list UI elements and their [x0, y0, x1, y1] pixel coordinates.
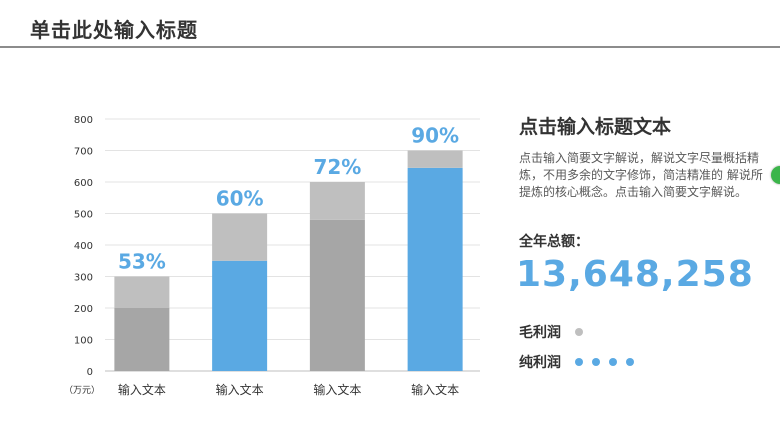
y-tick-label: 400 — [74, 241, 93, 252]
slide-title: 单击此处输入标题 — [30, 18, 198, 42]
legend-net-profit: 纯利润 — [519, 352, 643, 372]
legend-gross-profit: 毛利润 — [519, 322, 592, 342]
y-tick-label: 100 — [74, 336, 93, 347]
legend-label: 纯利润 — [519, 355, 561, 371]
bar-lower-segment — [212, 260, 268, 371]
bar-percent-label: 72% — [313, 155, 361, 179]
bar-lower-segment — [309, 219, 365, 371]
legend-dots — [575, 358, 643, 366]
total-label: 全年总额： — [519, 234, 589, 250]
y-unit-label: （万元） — [64, 385, 100, 396]
x-category-label: 输入文本 — [411, 382, 459, 397]
bar-upper-segment — [114, 276, 170, 308]
bar-lower-segment — [407, 167, 463, 371]
x-category-label: 输入文本 — [216, 382, 264, 397]
bar-upper-segment — [309, 182, 365, 220]
total-value: 13,648,258 — [516, 254, 754, 295]
stacked-bar-chart: 0 100 200 300 400 500 600 700 800 （万元） 53% 输入文本 60% 输… — [64, 115, 480, 397]
y-tick-label: 0 — [87, 367, 93, 378]
legend-dot — [575, 358, 583, 366]
legend-dot — [626, 358, 634, 366]
bar-percent-label: 60% — [216, 187, 264, 211]
legend-dots — [575, 328, 592, 336]
bar-percent-label: 90% — [411, 124, 459, 148]
x-category-label: 输入文本 — [313, 382, 361, 397]
bar-percent-label: 53% — [118, 250, 166, 274]
legend-label: 毛利润 — [519, 325, 561, 341]
legend-dot — [575, 328, 583, 336]
y-tick-label: 300 — [74, 273, 93, 284]
edge-badge-icon — [771, 166, 780, 184]
bar-upper-segment — [212, 213, 268, 261]
title-divider — [0, 46, 780, 48]
legend-dot — [592, 358, 600, 366]
bar-lower-segment — [114, 308, 170, 371]
side-heading: 点击输入标题文本 — [519, 116, 672, 138]
y-tick-label: 500 — [74, 210, 93, 221]
legend-dot — [609, 358, 617, 366]
y-tick-label: 800 — [74, 115, 93, 126]
y-tick-label: 600 — [74, 178, 93, 189]
x-category-label: 输入文本 — [118, 382, 166, 397]
bar-upper-segment — [407, 150, 463, 168]
y-tick-label: 200 — [74, 304, 93, 315]
y-tick-label: 700 — [74, 147, 93, 158]
description-text: 点击输入简要文字解说，解说文字尽量概括精炼，不用多余的文字修饰，简洁精准的 解说… — [519, 151, 763, 199]
